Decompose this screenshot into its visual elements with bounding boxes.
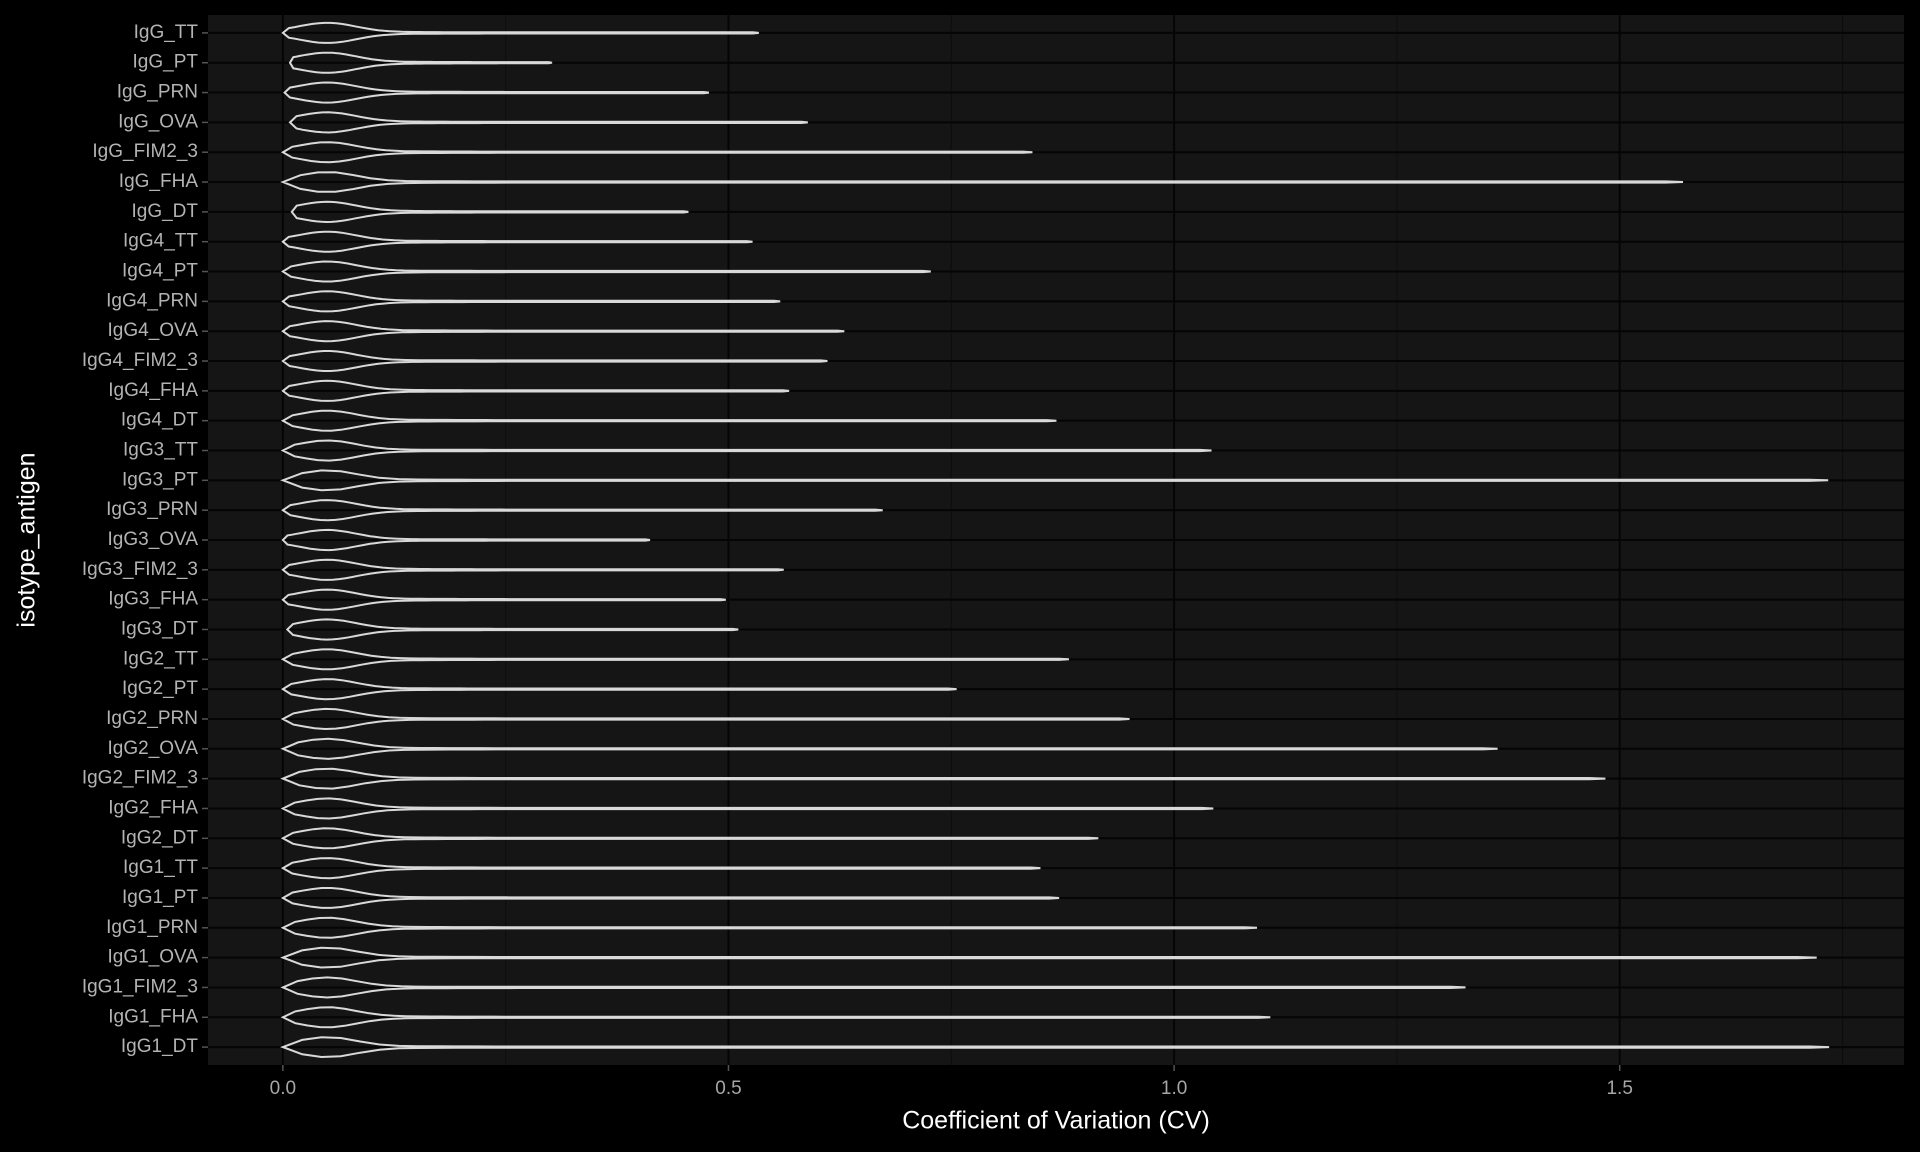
y-tick-label: IgG4_FIM2_3 <box>82 350 198 371</box>
violin <box>280 469 1829 492</box>
y-tick-label: IgG4_DT <box>121 410 198 431</box>
y-tick-label: IgG3_FHA <box>108 589 198 610</box>
violin <box>280 141 1033 164</box>
y-tick-label: IgG3_PT <box>122 469 198 490</box>
violin <box>281 528 651 552</box>
y-tick-label: IgG1_FHA <box>108 1006 198 1027</box>
violin <box>280 827 1099 850</box>
y-tick-label: IgG1_DT <box>121 1036 198 1057</box>
y-tick-label: IgG1_PRN <box>106 917 198 938</box>
y-tick-label: IgG4_TT <box>123 231 198 252</box>
violin <box>280 976 1466 999</box>
violin <box>283 81 710 104</box>
x-axis-title: Coefficient of Variation (CV) <box>902 1107 1210 1135</box>
y-tick-label: IgG2_DT <box>121 827 198 848</box>
violin <box>285 618 739 641</box>
y-tick-label: IgG1_PT <box>122 887 198 908</box>
violin <box>280 1036 1830 1059</box>
violin <box>280 1006 1271 1029</box>
violin <box>281 678 957 701</box>
violin <box>281 21 759 44</box>
y-tick-label: IgG2_TT <box>123 648 198 669</box>
y-axis-title: isotype_antigen <box>13 452 41 627</box>
x-tick-label: 0.0 <box>270 1078 296 1099</box>
violin <box>280 171 1684 193</box>
y-tick-label: IgG1_FIM2_3 <box>82 976 198 997</box>
y-tick-label: IgG3_FIM2_3 <box>82 559 198 580</box>
y-tick-label: IgG4_PRN <box>106 290 198 311</box>
y-tick-label: IgG2_PT <box>122 678 198 699</box>
violin <box>281 230 753 253</box>
violin <box>288 111 808 134</box>
y-tick-label: IgG3_PRN <box>106 499 198 520</box>
violin <box>281 350 828 372</box>
violin <box>280 707 1130 731</box>
violin <box>280 439 1212 462</box>
y-tick-label: IgG_FHA <box>119 171 199 192</box>
violin <box>281 260 931 283</box>
y-tick-label: IgG4_OVA <box>108 320 199 341</box>
violin <box>281 379 790 402</box>
y-tick-label: IgG_PRN <box>117 82 198 103</box>
violin <box>280 797 1214 820</box>
violin <box>280 946 1817 969</box>
violin <box>281 290 781 313</box>
x-tick-label: 1.5 <box>1606 1078 1632 1099</box>
y-tick-label: IgG3_DT <box>121 619 198 640</box>
violin <box>280 887 1060 909</box>
y-tick-label: IgG2_FIM2_3 <box>82 768 198 789</box>
y-tick-label: IgG3_TT <box>123 440 198 461</box>
violin <box>281 558 784 581</box>
y-tick-label: IgG2_FHA <box>108 797 198 818</box>
violin <box>280 767 1606 790</box>
y-tick-label: IgG1_TT <box>123 857 198 878</box>
violin <box>280 916 1258 939</box>
violin <box>280 737 1498 760</box>
x-tick-label: 1.0 <box>1161 1078 1187 1099</box>
y-tick-label: IgG_DT <box>131 201 198 222</box>
x-tick-label: 0.5 <box>715 1078 741 1099</box>
violin <box>290 200 689 224</box>
violin <box>281 588 726 611</box>
y-tick-label: IgG_OVA <box>118 111 198 132</box>
y-tick-label: IgG4_FHA <box>108 380 198 401</box>
y-tick-label: IgG1_OVA <box>108 947 199 968</box>
y-tick-label: IgG4_PT <box>122 261 198 282</box>
violin <box>280 648 1069 671</box>
violin <box>280 409 1057 432</box>
y-tick-label: IgG3_OVA <box>108 529 199 550</box>
violin <box>281 499 883 522</box>
violin <box>281 320 845 343</box>
y-tick-label: IgG2_OVA <box>108 738 199 759</box>
violin <box>280 857 1041 880</box>
y-tick-label: IgG2_PRN <box>106 708 198 729</box>
y-tick-label: IgG_PT <box>133 52 199 73</box>
y-tick-label: IgG_TT <box>134 22 199 43</box>
violin <box>288 51 553 74</box>
y-tick-label: IgG_FIM2_3 <box>92 141 198 162</box>
